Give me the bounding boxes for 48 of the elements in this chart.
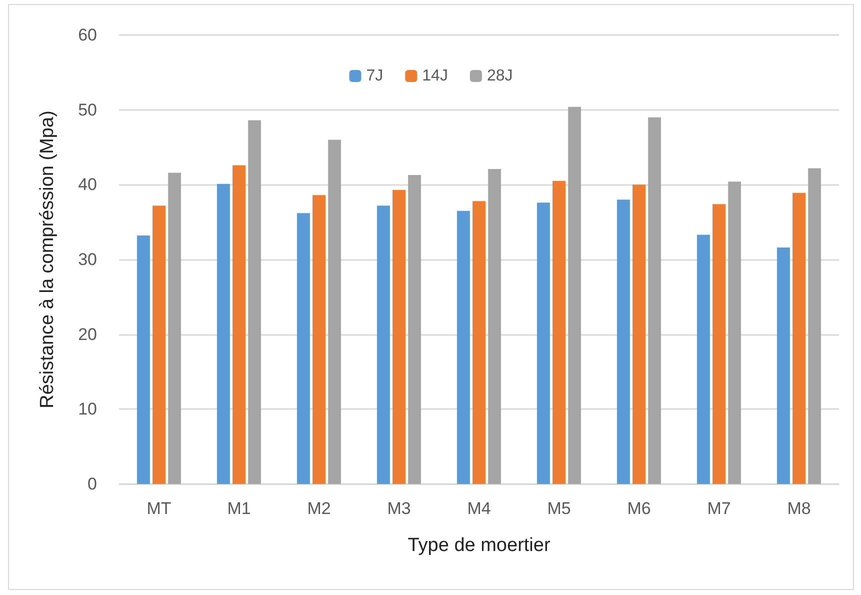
bar bbox=[777, 248, 790, 484]
x-axis-title: Type de moertier bbox=[408, 535, 551, 556]
y-tick-label: 40 bbox=[78, 175, 97, 194]
x-tick-label: M8 bbox=[787, 499, 811, 518]
bar bbox=[392, 190, 406, 484]
y-tick-label: 60 bbox=[78, 26, 97, 44]
bar bbox=[328, 140, 341, 484]
bar bbox=[408, 174, 421, 484]
x-tick-label: M6 bbox=[627, 499, 651, 518]
y-tick-label: 30 bbox=[78, 250, 97, 269]
legend-label: 28J bbox=[486, 68, 513, 84]
y-tick-label: 20 bbox=[78, 324, 97, 344]
bar bbox=[297, 213, 310, 484]
bar bbox=[617, 200, 630, 484]
bar bbox=[632, 184, 646, 484]
y-axis-title: Résistance à la compréssion (Mpa) bbox=[37, 110, 58, 408]
bar bbox=[808, 168, 821, 484]
bar bbox=[472, 201, 486, 484]
x-tick-label: M1 bbox=[227, 499, 251, 518]
bar bbox=[232, 165, 246, 484]
bar bbox=[488, 168, 501, 484]
bar bbox=[537, 202, 550, 484]
x-tick-label: M5 bbox=[547, 499, 571, 518]
bar bbox=[457, 210, 470, 484]
bar bbox=[377, 206, 390, 484]
x-tick-label: M4 bbox=[467, 499, 491, 518]
y-tick-label: 50 bbox=[78, 100, 97, 120]
bar bbox=[728, 182, 741, 484]
bar bbox=[568, 106, 581, 484]
legend-label: 7J bbox=[366, 68, 384, 84]
bar bbox=[248, 120, 261, 484]
bar bbox=[217, 184, 230, 484]
x-tick-label: M3 bbox=[387, 499, 411, 518]
x-tick-label: M7 bbox=[707, 499, 731, 518]
bar bbox=[792, 192, 806, 484]
bar bbox=[712, 204, 726, 484]
bar bbox=[697, 234, 710, 484]
y-tick-label: 0 bbox=[88, 474, 97, 494]
legend-label: 14J bbox=[422, 68, 448, 84]
bar bbox=[312, 195, 326, 484]
x-tick-label: M2 bbox=[307, 499, 331, 518]
bar bbox=[168, 172, 181, 484]
x-tick-label: MT bbox=[146, 499, 172, 518]
bar bbox=[137, 236, 150, 484]
bar bbox=[552, 180, 566, 484]
bar bbox=[152, 206, 166, 484]
bar bbox=[648, 117, 661, 484]
y-tick-label: 10 bbox=[78, 400, 97, 419]
